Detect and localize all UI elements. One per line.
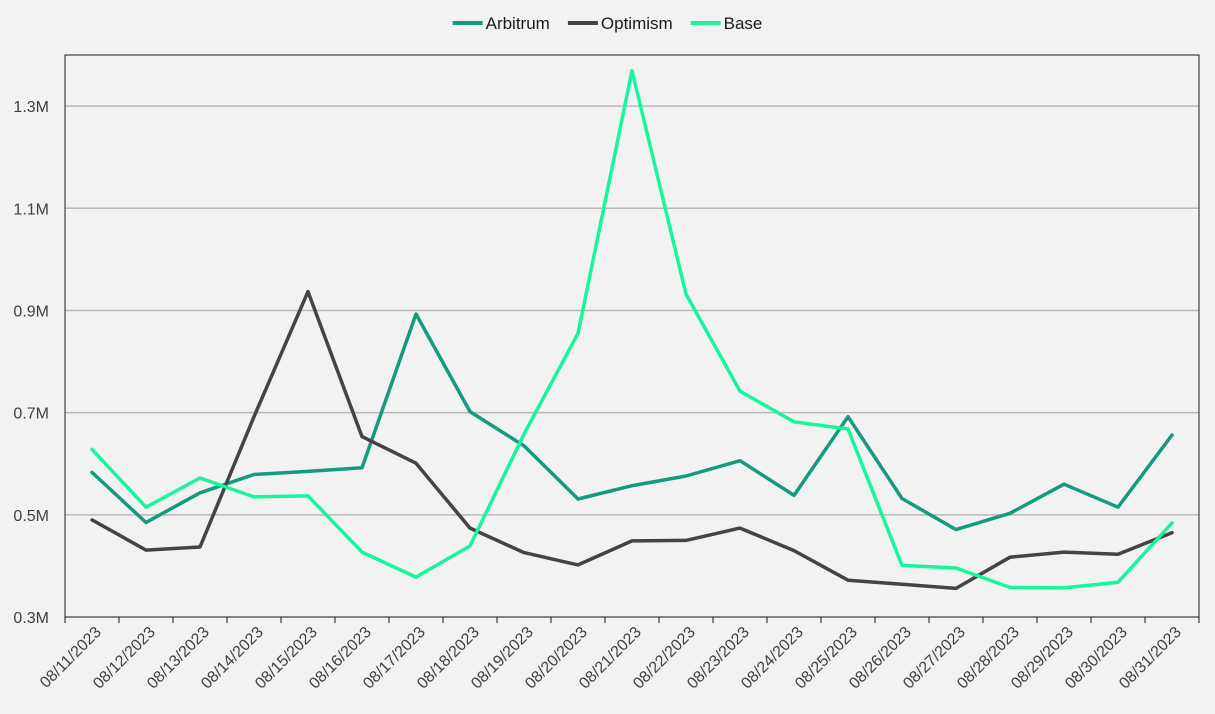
- legend-item-optimism: Optimism: [567, 14, 673, 33]
- plot-area-frame: [64, 54, 1200, 618]
- legend-item-base: Base: [690, 14, 763, 33]
- series-line-arbitrum: [90, 312, 1174, 532]
- legend-label: Optimism: [601, 14, 673, 33]
- y-tick-label: 0.7M: [13, 406, 49, 423]
- y-tick-label: 0.3M: [13, 610, 49, 627]
- y-tick-label: 1.1M: [13, 201, 49, 218]
- y-tick-label: 0.9M: [13, 303, 49, 320]
- series-lines: [90, 69, 1174, 591]
- y-tick-label: 1.3M: [13, 99, 49, 116]
- legend: Arbitrum Optimism Base: [452, 14, 763, 33]
- legend-label: Base: [724, 14, 763, 33]
- y-axis: 0.3M 0.5M 0.7M 0.9M 1.1M 1.3M: [13, 99, 49, 627]
- legend-label: Arbitrum: [486, 14, 550, 33]
- series-line-base: [90, 69, 1174, 590]
- x-axis: 08/11/202308/12/202308/13/202308/14/2023…: [37, 617, 1200, 692]
- legend-item-arbitrum: Arbitrum: [452, 14, 550, 33]
- y-tick-label: 0.5M: [13, 508, 49, 525]
- series-line-optimism: [90, 289, 1174, 591]
- gridlines: [65, 105, 1199, 516]
